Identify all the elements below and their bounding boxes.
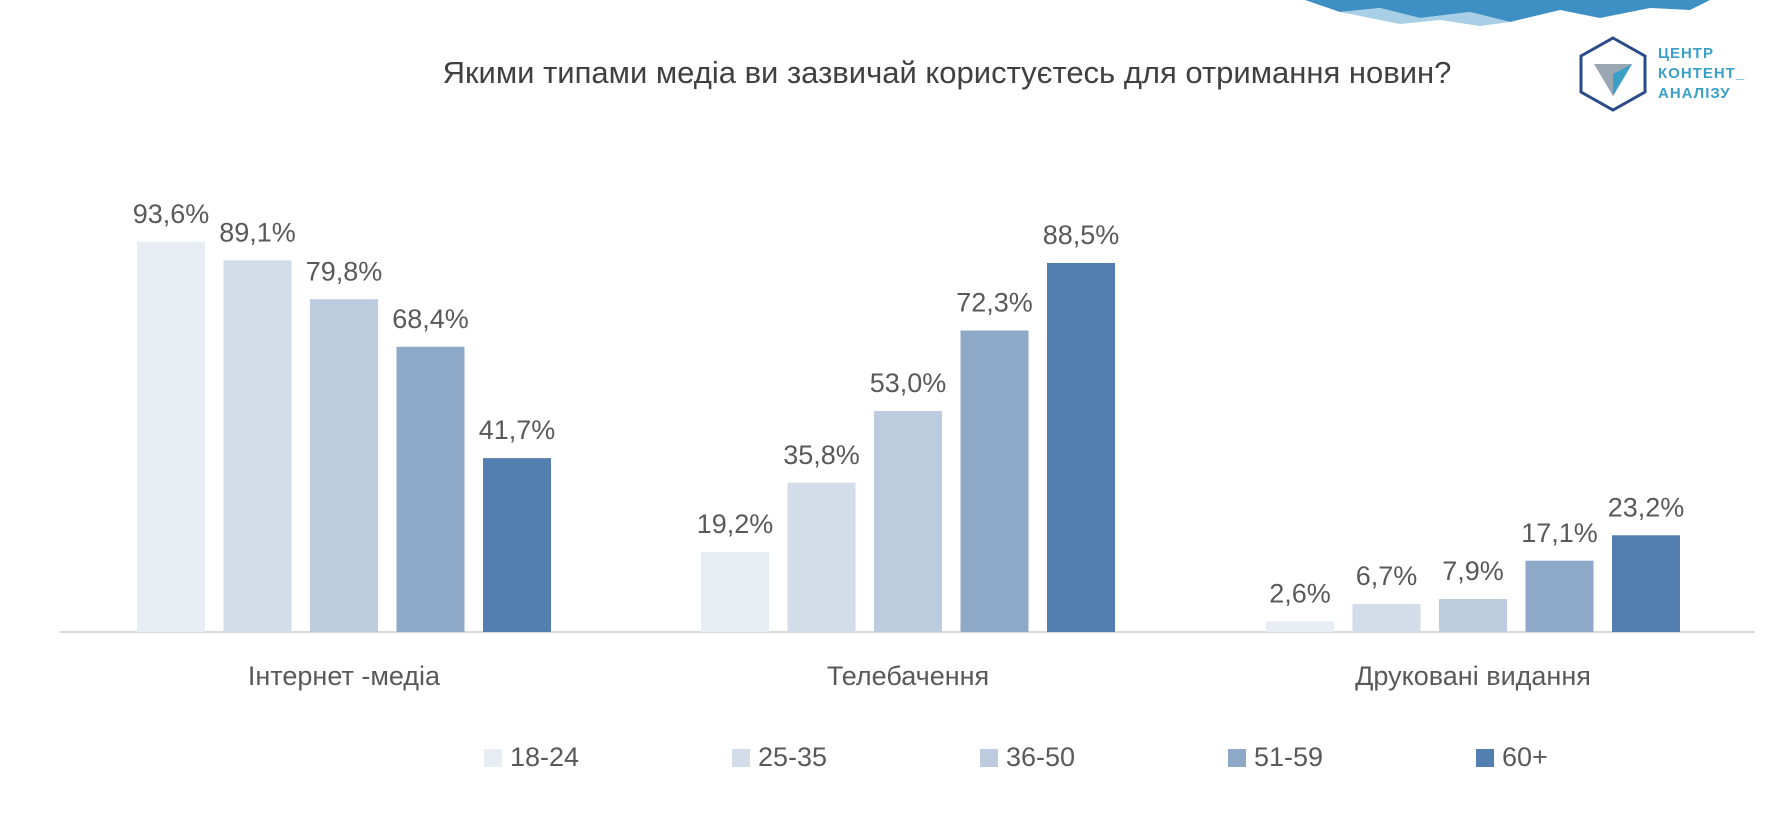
bar [137, 241, 205, 633]
bar [1266, 621, 1334, 632]
bar [787, 482, 856, 632]
top-decoration [1305, 0, 1710, 26]
legend-swatch [1476, 749, 1494, 767]
legend-label: 60+ [1502, 742, 1548, 772]
legend-label: 51-59 [1254, 742, 1323, 772]
data-label: 93,6% [133, 199, 210, 229]
data-label: 53,0% [870, 368, 947, 398]
data-label: 79,8% [306, 256, 383, 286]
logo-text: ЦЕНТР [1658, 45, 1714, 62]
data-label: 68,4% [392, 304, 469, 334]
bar [874, 410, 942, 632]
data-label: 23,2% [1608, 492, 1685, 522]
x-tick-label: Друковані видання [1355, 661, 1591, 691]
legend-label: 25-35 [758, 742, 827, 772]
bar [1612, 535, 1680, 632]
data-label: 41,7% [479, 415, 556, 445]
bar [1525, 560, 1594, 632]
x-tick-label: Телебачення [827, 661, 989, 691]
bar [1047, 262, 1115, 632]
bar [223, 260, 292, 632]
chart-title: Якими типами медіа ви зазвичай користуєт… [443, 55, 1452, 90]
logo-text: КОНТЕНТ_ [1658, 65, 1745, 82]
bar [1352, 604, 1421, 632]
legend-label: 18-24 [510, 742, 579, 772]
data-label: 72,3% [956, 288, 1033, 318]
bar [483, 458, 551, 632]
logo-text: АНАЛІЗУ [1658, 85, 1731, 102]
x-tick-label: Інтернет -медіа [248, 661, 441, 691]
legend-swatch [484, 749, 502, 767]
bar [1439, 599, 1507, 632]
data-label: 7,9% [1442, 556, 1504, 586]
data-label: 6,7% [1356, 561, 1418, 591]
data-label: 88,5% [1043, 220, 1120, 250]
bar [701, 551, 769, 632]
legend-swatch [732, 749, 750, 767]
bar [960, 330, 1029, 632]
legend-swatch [980, 749, 998, 767]
data-label: 19,2% [697, 509, 774, 539]
data-label: 89,1% [219, 218, 296, 248]
logo-mark [1579, 36, 1647, 112]
legend-swatch [1228, 749, 1246, 767]
data-label: 35,8% [783, 440, 860, 470]
data-label: 2,6% [1269, 578, 1331, 608]
data-label: 17,1% [1521, 518, 1598, 548]
bar [310, 299, 378, 632]
legend-label: 36-50 [1006, 742, 1075, 772]
bar [396, 346, 465, 632]
